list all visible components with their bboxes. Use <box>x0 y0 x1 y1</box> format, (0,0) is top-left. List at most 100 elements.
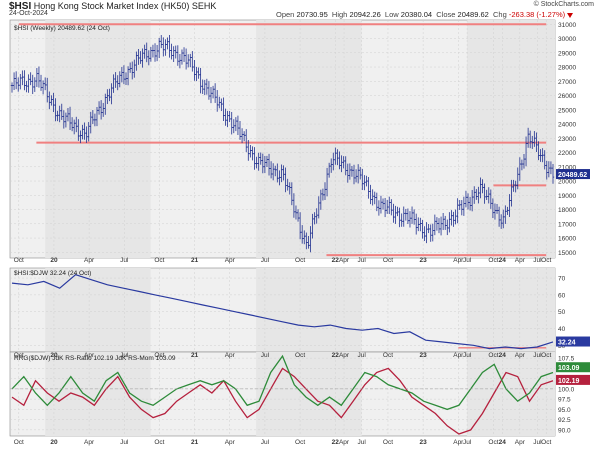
x-tick-label: Oct <box>295 439 305 446</box>
x-tick-label: Jul <box>120 439 129 446</box>
price-y-tick-label: 16000 <box>558 236 576 243</box>
price-y-tick-label: 29000 <box>558 50 576 57</box>
x-tick-label: Jul <box>533 439 542 446</box>
price-legend: $HSI (Weekly) 20489.62 (24 Oct) <box>14 25 110 32</box>
close-label: Close <box>436 10 456 19</box>
x-tick-label: Oct <box>14 352 24 359</box>
x-tick-label: Oct <box>541 257 551 264</box>
rs-ratio-tag-bg <box>556 374 590 385</box>
x-tick-label: Apr <box>84 352 95 359</box>
open-label: Open <box>276 10 295 19</box>
x-tick-label: Oct <box>154 439 164 446</box>
x-tick-label: Jul <box>261 257 270 264</box>
x-tick-label: Apr <box>339 257 350 264</box>
exchange: SEHK <box>191 1 217 11</box>
ratio-y-tick-label: 60 <box>558 292 566 299</box>
x-tick-label: 20 <box>50 352 58 359</box>
rs-ratio-line <box>11 367 554 435</box>
high-value: 20942.26 <box>349 10 381 19</box>
x-tick-label: Oct <box>488 439 498 446</box>
ratio-last-tag-bg <box>556 336 590 347</box>
x-tick-label: Oct <box>14 257 24 264</box>
low-label: Low <box>384 10 399 19</box>
x-tick-label: Oct <box>383 352 393 359</box>
rs-ratio-tag: 102.19 <box>558 378 580 385</box>
x-tick-label: Jul <box>463 439 472 446</box>
ratio-last-tag: 32.24 <box>558 340 576 347</box>
year-band-1-2 <box>467 268 555 352</box>
year-band-0-2 <box>467 20 555 258</box>
x-tick-label: Apr <box>515 352 526 359</box>
x-tick-label: Jul <box>463 257 472 264</box>
price-y-tick-label: 20000 <box>558 179 576 186</box>
x-tick-label: 22 <box>332 352 340 359</box>
rs-mom-tag-bg <box>556 362 590 373</box>
x-tick-label: 21 <box>191 257 199 264</box>
x-tick-label: Apr <box>515 439 526 446</box>
low-value: 20380.04 <box>400 10 433 19</box>
x-tick-label: Apr <box>84 439 95 446</box>
price-y-tick-label: 22000 <box>558 150 576 157</box>
x-tick-label: 23 <box>420 257 428 264</box>
ohlc-summary: Open 20730.95 High 20942.26 Low 20380.04… <box>276 10 574 19</box>
x-tick-label: 21 <box>191 439 199 446</box>
x-tick-label: Apr <box>84 257 95 264</box>
rrg-y-tick-label: 92.5 <box>558 417 571 424</box>
rs-mom-line <box>11 354 554 411</box>
x-tick-label: Apr <box>225 352 236 359</box>
price-y-tick-label: 25000 <box>558 107 576 114</box>
price-last-tag: 20489.62 <box>558 172 587 179</box>
x-tick-label: Apr <box>453 352 464 359</box>
rrg-y-tick-label: 95.0 <box>558 407 571 414</box>
price-y-tick-label: 30000 <box>558 36 576 43</box>
high-label: High <box>331 10 348 19</box>
x-tick-label: Apr <box>339 439 350 446</box>
x-tick-label: Oct <box>154 352 164 359</box>
x-tick-label: 23 <box>420 352 428 359</box>
price-y-tick-label: 15000 <box>558 250 576 257</box>
symbol: $HSI <box>9 1 32 12</box>
x-tick-label: 21 <box>191 352 199 359</box>
price-y-tick-label: 27000 <box>558 79 576 86</box>
price-y-tick-label: 28000 <box>558 65 576 72</box>
open-value: 20730.95 <box>296 10 328 19</box>
chg-label: Chg <box>493 10 507 19</box>
year-band-1-1 <box>256 268 362 352</box>
stockcharts-logo: © StockCharts.com <box>533 1 594 8</box>
price-y-tick-label: 21000 <box>558 164 576 171</box>
x-tick-label: Jul <box>357 352 366 359</box>
x-tick-label: Apr <box>339 352 350 359</box>
x-tick-label: 24 <box>499 257 507 264</box>
x-tick-label: Oct <box>383 257 393 264</box>
year-band-1-0 <box>45 268 151 352</box>
x-tick-label: 24 <box>499 352 507 359</box>
year-band-2-1 <box>256 352 362 436</box>
price-y-tick-label: 31000 <box>558 22 576 29</box>
rrg-y-tick-label: 97.5 <box>558 397 571 404</box>
price-y-tick-label: 17000 <box>558 221 576 228</box>
x-tick-label: Apr <box>453 257 464 264</box>
rrg-legend: RRG($DJW) JdK RS-Ratio 102.19 JdK RS-Mom… <box>14 355 176 362</box>
chart-header: $HSI Hong Kong Stock Market Index (HK50)… <box>0 0 600 20</box>
ratio-y-tick-label: 40 <box>558 326 566 333</box>
down-marker-icon <box>567 12 574 18</box>
chart-date: 24-Oct-2024 <box>9 10 48 17</box>
x-tick-label: Oct <box>14 439 24 446</box>
ratio-line <box>11 274 554 350</box>
chart-title: $HSI Hong Kong Stock Market Index (HK50)… <box>9 1 216 12</box>
x-tick-label: Jul <box>261 439 270 446</box>
x-tick-label: Oct <box>541 352 551 359</box>
x-tick-label: Oct <box>295 352 305 359</box>
ohlc-bars <box>10 34 555 253</box>
ratio-y-tick-label: 50 <box>558 309 566 316</box>
x-tick-label: 22 <box>332 257 340 264</box>
year-band-0-0 <box>45 20 151 258</box>
x-tick-label: Apr <box>225 439 236 446</box>
price-y-tick-label: 23000 <box>558 136 576 143</box>
x-tick-label: 24 <box>499 439 507 446</box>
x-tick-label: Jul <box>357 439 366 446</box>
x-tick-label: Apr <box>453 439 464 446</box>
x-tick-label: Apr <box>225 257 236 264</box>
price-y-tick-label: 19000 <box>558 193 576 200</box>
